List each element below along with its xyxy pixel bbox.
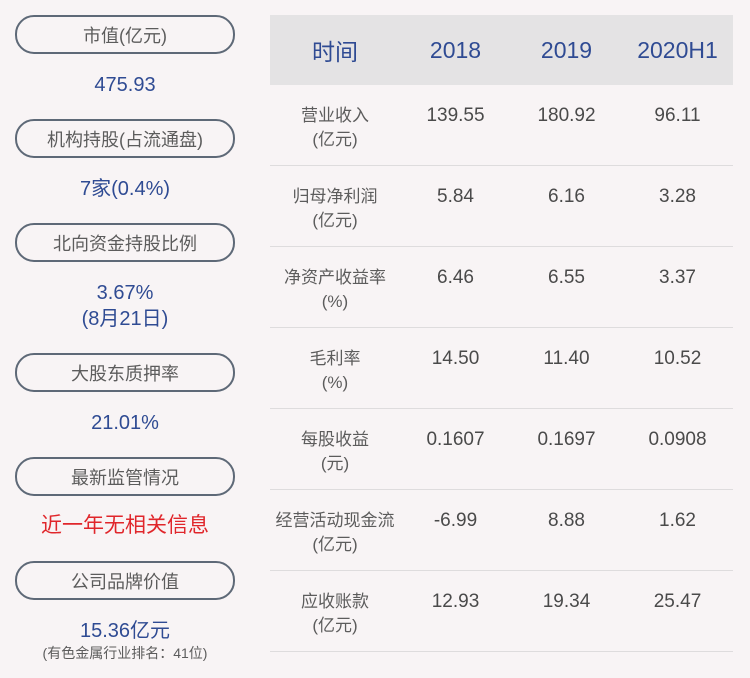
cell-2018: 12.93 [431,591,480,612]
pledge-ratio-label: 大股东质押率 [15,353,235,392]
label-text: 最新监管情况 [71,467,179,488]
label-text: 大股东质押率 [71,363,179,384]
table-row-operating-cash-flow: 经营活动现金流 (亿元) -6.99 8.88 1.62 [270,490,733,571]
label-text: 公司品牌价值 [71,571,179,592]
table-row-roe: 净资产收益率 (%) 6.46 6.55 3.37 [270,247,733,328]
pledge-ratio-value: 21.01% [91,412,159,434]
label-text: 机构持股(占流通盘) [47,129,203,150]
metric-unit: (元) [320,454,350,473]
brand-value-value: 15.36亿元 [79,620,171,642]
label-text: 市值(亿元) [83,25,167,46]
row-label: 经营活动现金流 (亿元) [270,490,400,557]
cell-2019: 11.40 [543,348,590,369]
row-label: 应收账款 (亿元) [270,571,400,638]
metric-unit: (亿元) [312,616,358,635]
metric-name: 毛利率 [309,349,361,368]
cell-2018: 5.84 [437,186,474,207]
northbound-holding-date: (8月21日) [81,308,169,330]
financial-table: 时间 2018 2019 2020H1 营业收入 (亿元) 139.55 180.… [270,15,733,652]
row-label: 净资产收益率 (%) [270,247,400,314]
metric-name: 应收账款 [301,592,369,611]
cell-2020h1: 0.0908 [648,429,707,450]
metric-name: 经营活动现金流 [275,511,395,530]
market-cap-value: 475.93 [94,74,156,96]
brand-value-rank-note: (有色金属行业排名：41位) [42,645,208,661]
metric-name: 营业收入 [301,106,369,125]
northbound-holding-label: 北向资金持股比例 [15,223,235,262]
table-row-gross-margin: 毛利率 (%) 14.50 11.40 10.52 [270,328,733,409]
cell-2020h1: 25.47 [653,591,702,612]
cell-2019: 6.55 [548,267,585,288]
table-row-revenue: 营业收入 (亿元) 139.55 180.92 96.11 [270,85,733,166]
regulatory-status-value: 近一年无相关信息 [41,514,209,537]
cell-2018: 0.1607 [426,429,485,450]
institutional-holdings-label: 机构持股(占流通盘) [15,119,235,158]
metric-unit: (%) [321,292,349,311]
cell-2019: 8.88 [548,510,585,531]
stock-summary-panel: 市值(亿元) 475.93 机构持股(占流通盘) 7家(0.4%) 北向资金持股… [0,0,250,678]
row-label: 毛利率 (%) [270,328,400,395]
header-2020h1: 2020H1 [637,36,718,63]
metric-unit: (亿元) [312,130,358,149]
row-label: 营业收入 (亿元) [270,85,400,152]
table-row-accounts-receivable: 应收账款 (亿元) 12.93 19.34 25.47 [270,571,733,652]
market-cap-label: 市值(亿元) [15,15,235,54]
header-2018: 2018 [429,36,482,63]
cell-2020h1: 96.11 [654,105,701,126]
label-text: 北向资金持股比例 [53,233,197,254]
metric-unit: (%) [321,373,349,392]
cell-2018: 14.50 [431,348,480,369]
metric-unit: (亿元) [312,535,358,554]
brand-value-label: 公司品牌价值 [15,561,235,600]
table-header: 时间 2018 2019 2020H1 [270,15,733,85]
cell-2019: 6.16 [548,186,585,207]
cell-2020h1: 10.52 [653,348,702,369]
institutional-holdings-value: 7家(0.4%) [79,178,171,200]
table-row-eps: 每股收益 (元) 0.1607 0.1697 0.0908 [270,409,733,490]
metric-name: 归母净利润 [292,187,378,206]
cell-2018: -6.99 [433,510,478,531]
table-row-net-profit: 归母净利润 (亿元) 5.84 6.16 3.28 [270,166,733,247]
cell-2018: 139.55 [426,105,485,126]
metric-name: 每股收益 [301,430,369,449]
header-2019: 2019 [540,36,593,63]
row-label: 每股收益 (元) [270,409,400,476]
northbound-holding-value: 3.67% [96,282,154,304]
cell-2019: 180.92 [537,105,596,126]
cell-2019: 0.1697 [537,429,596,450]
metric-unit: (亿元) [312,211,358,230]
row-label: 归母净利润 (亿元) [270,166,400,233]
header-period: 时间 [312,39,358,65]
cell-2020h1: 3.28 [659,186,696,207]
metric-name: 净资产收益率 [284,268,386,287]
regulatory-status-label: 最新监管情况 [15,457,235,496]
cell-2020h1: 1.62 [659,510,696,531]
cell-2019: 19.34 [542,591,591,612]
cell-2020h1: 3.37 [659,267,696,288]
cell-2018: 6.46 [437,267,474,288]
